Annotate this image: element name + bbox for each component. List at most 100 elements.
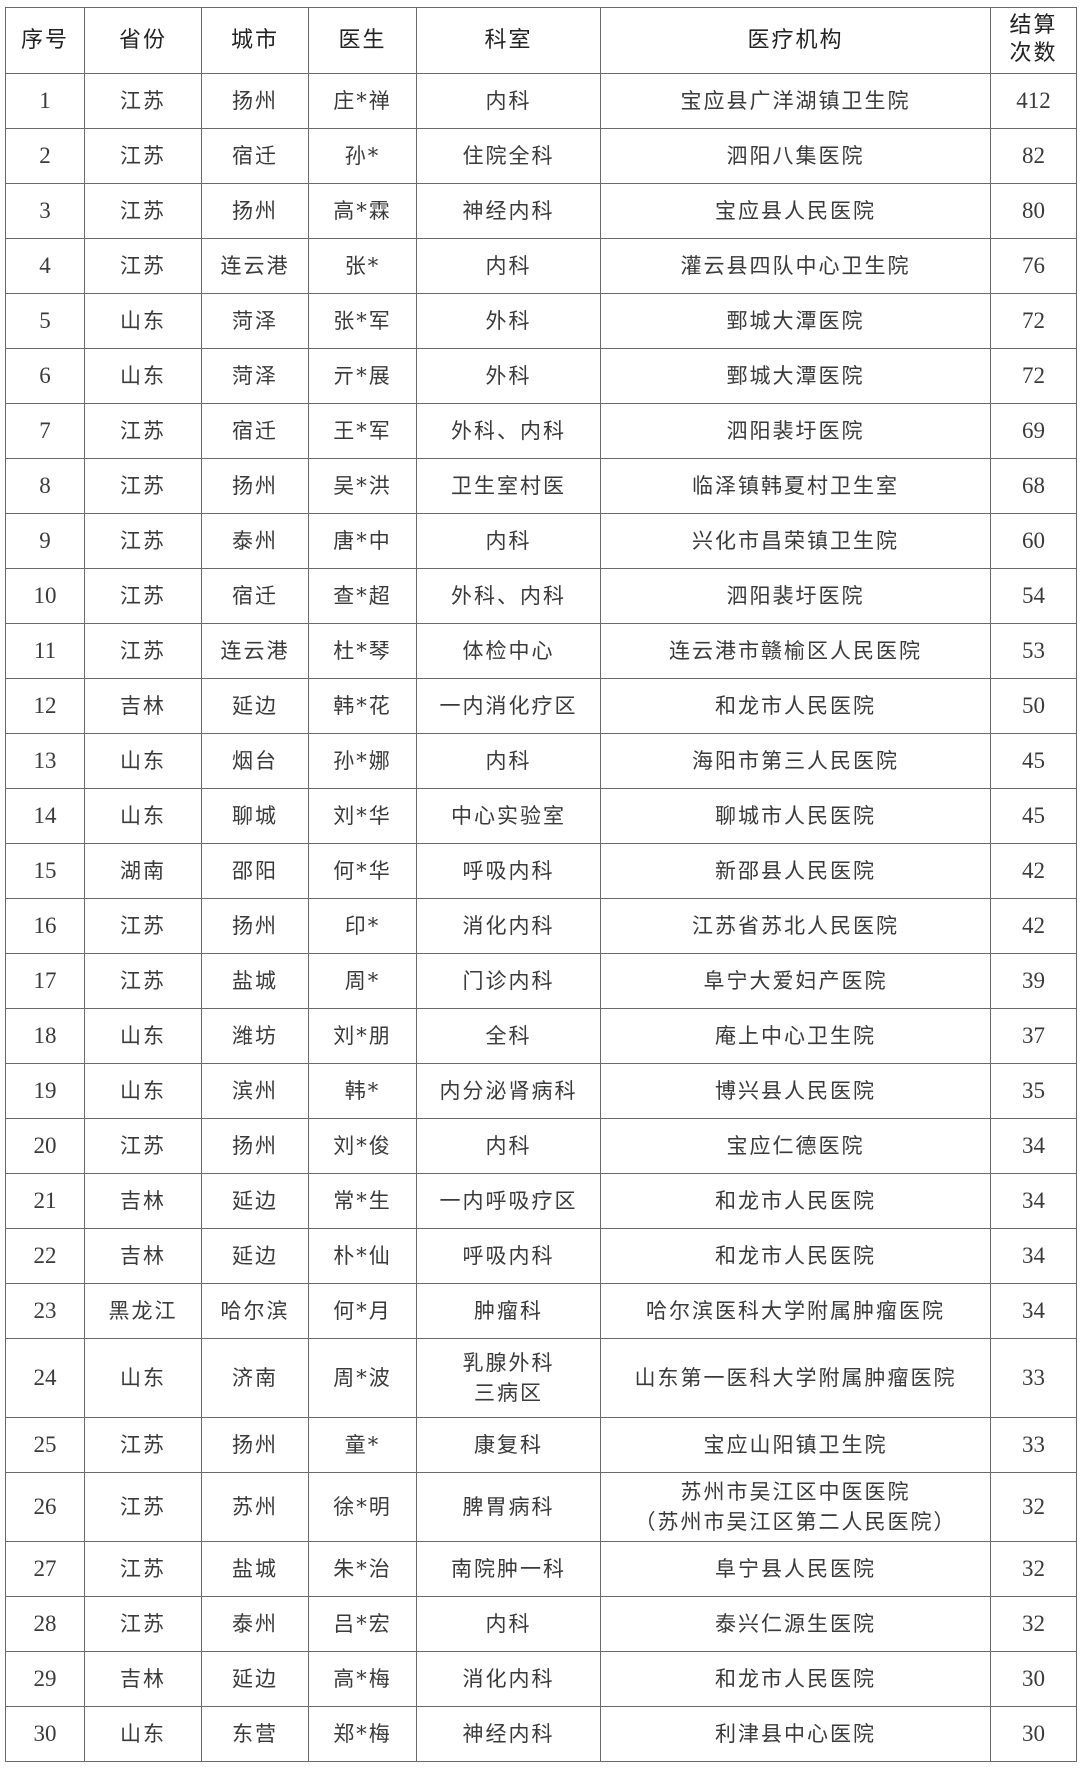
cell-col-index: 21: [5, 1173, 85, 1229]
cell-col-count: 68: [990, 458, 1077, 514]
cell-col-count: 32: [990, 1541, 1077, 1597]
cell-col-doctor: 杜*琴: [308, 623, 417, 679]
table-row: 17 江苏 盐城 周* 门诊内科 阜宁大爱妇产医院 39: [5, 953, 1077, 1009]
cell-col-city: 扬州: [201, 1118, 309, 1174]
cell-col-city: 扬州: [201, 73, 309, 129]
cell-col-city: 宿迁: [201, 568, 309, 624]
cell-col-department: 康复科: [416, 1417, 601, 1473]
cell-col-count: 76: [990, 238, 1077, 294]
cell-col-doctor: 徐*明: [308, 1472, 417, 1542]
table-row: 30 山东 东营 郑*梅 神经内科 利津县中心医院 30: [5, 1706, 1077, 1762]
cell-col-city: 宿迁: [201, 128, 309, 184]
cell-col-institution: 新邵县人民医院: [600, 843, 991, 899]
cell-col-count: 33: [990, 1417, 1077, 1473]
cell-col-doctor: 孙*娜: [308, 733, 417, 789]
cell-col-city: 邵阳: [201, 843, 309, 899]
cell-col-province: 江苏: [84, 898, 202, 954]
cell-col-institution: 山东第一医科大学附属肿瘤医院: [600, 1338, 991, 1418]
cell-col-count: 30: [990, 1706, 1077, 1762]
cell-col-doctor: 张*: [308, 238, 417, 294]
cell-col-doctor: 韩*花: [308, 678, 417, 734]
header-row: 序号 省份 城市 医生 科室 医疗机构 结算次数: [5, 7, 1077, 74]
table-row: 6 山东 菏泽 亓*展 外科 鄄城大潭医院 72: [5, 348, 1077, 404]
table-row: 5 山东 菏泽 张*军 外科 鄄城大潭医院 72: [5, 293, 1077, 349]
cell-col-department: 内科: [416, 1596, 601, 1652]
cell-col-count: 69: [990, 403, 1077, 459]
cell-col-province: 江苏: [84, 1541, 202, 1597]
cell-col-index: 8: [5, 458, 85, 514]
cell-col-index: 25: [5, 1417, 85, 1473]
cell-col-doctor: 刘*朋: [308, 1008, 417, 1064]
cell-col-province: 山东: [84, 1008, 202, 1064]
cell-col-institution: 鄄城大潭医院: [600, 293, 991, 349]
cell-col-institution: 宝应山阳镇卫生院: [600, 1417, 991, 1473]
cell-col-institution: 宝应县人民医院: [600, 183, 991, 239]
cell-col-doctor: 刘*俊: [308, 1118, 417, 1174]
cell-col-doctor: 童*: [308, 1417, 417, 1473]
cell-col-city: 扬州: [201, 458, 309, 514]
cell-col-city: 哈尔滨: [201, 1283, 309, 1339]
cell-col-institution: 和龙市人民医院: [600, 1228, 991, 1284]
cell-col-count: 45: [990, 788, 1077, 844]
cell-col-count: 33: [990, 1338, 1077, 1418]
cell-col-institution: 阜宁县人民医院: [600, 1541, 991, 1597]
table-row: 2 江苏 宿迁 孙* 住院全科 泗阳八集医院 82: [5, 128, 1077, 184]
doctor-settlement-table: 序号 省份 城市 医生 科室 医疗机构 结算次数 1 江苏 扬州 庄*禅 内科 宝应县广洋湖镇卫生院 4…: [5, 7, 1077, 1762]
cell-col-index: 30: [5, 1706, 85, 1762]
cell-col-doctor: 孙*: [308, 128, 417, 184]
cell-col-city: 连云港: [201, 623, 309, 679]
cell-col-doctor: 刘*华: [308, 788, 417, 844]
cell-col-department: 消化内科: [416, 898, 601, 954]
cell-col-province: 湖南: [84, 843, 202, 899]
table-row: 12 吉林 延边 韩*花 一内消化疗区 和龙市人民医院 50: [5, 678, 1077, 734]
cell-col-province: 山东: [84, 1338, 202, 1418]
cell-col-department: 中心实验室: [416, 788, 601, 844]
cell-col-index: 9: [5, 513, 85, 569]
cell-col-doctor: 高*梅: [308, 1651, 417, 1707]
header-count-label: 结算次数: [1009, 13, 1058, 66]
cell-col-doctor: 王*军: [308, 403, 417, 459]
table-row: 19 山东 滨州 韩* 内分泌肾病科 博兴县人民医院 35: [5, 1063, 1077, 1119]
cell-col-city: 苏州: [201, 1472, 309, 1542]
cell-col-index: 15: [5, 843, 85, 899]
cell-col-index: 22: [5, 1228, 85, 1284]
cell-col-doctor: 唐*中: [308, 513, 417, 569]
cell-col-department: 内科: [416, 1118, 601, 1174]
cell-col-province: 江苏: [84, 1417, 202, 1473]
cell-col-department: 呼吸内科: [416, 843, 601, 899]
cell-col-department: 全科: [416, 1008, 601, 1064]
cell-col-province: 江苏: [84, 73, 202, 129]
cell-col-index: 12: [5, 678, 85, 734]
cell-col-province: 江苏: [84, 953, 202, 1009]
cell-col-province: 黑龙江: [84, 1283, 202, 1339]
table-row: 11 江苏 连云港 杜*琴 体检中心 连云港市赣榆区人民医院 53: [5, 623, 1077, 679]
cell-col-institution: 博兴县人民医院: [600, 1063, 991, 1119]
cell-col-institution: 阜宁大爱妇产医院: [600, 953, 991, 1009]
table-row: 7 江苏 宿迁 王*军 外科、内科 泗阳裴圩医院 69: [5, 403, 1077, 459]
table-row: 13 山东 烟台 孙*娜 内科 海阳市第三人民医院 45: [5, 733, 1077, 789]
cell-col-institution: 江苏省苏北人民医院: [600, 898, 991, 954]
cell-col-province: 吉林: [84, 678, 202, 734]
cell-col-province: 江苏: [84, 458, 202, 514]
cell-col-city: 扬州: [201, 898, 309, 954]
cell-col-province: 吉林: [84, 1651, 202, 1707]
cell-col-institution: 聊城市人民医院: [600, 788, 991, 844]
cell-col-department: 神经内科: [416, 1706, 601, 1762]
table-row: 18 山东 潍坊 刘*朋 全科 庵上中心卫生院 37: [5, 1008, 1077, 1064]
cell-col-institution: 利津县中心医院: [600, 1706, 991, 1762]
cell-col-institution: 哈尔滨医科大学附属肿瘤医院: [600, 1283, 991, 1339]
cell-col-city: 盐城: [201, 953, 309, 1009]
cell-col-province: 山东: [84, 348, 202, 404]
cell-col-doctor: 朴*仙: [308, 1228, 417, 1284]
cell-col-institution: 连云港市赣榆区人民医院: [600, 623, 991, 679]
cell-col-department: 南院肿一科: [416, 1541, 601, 1597]
table-row: 22 吉林 延边 朴*仙 呼吸内科 和龙市人民医院 34: [5, 1228, 1077, 1284]
cell-col-institution: 宝应县广洋湖镇卫生院: [600, 73, 991, 129]
cell-col-institution: 泗阳裴圩医院: [600, 403, 991, 459]
cell-col-city: 连云港: [201, 238, 309, 294]
cell-col-institution: 泰兴仁源生医院: [600, 1596, 991, 1652]
cell-col-department: 神经内科: [416, 183, 601, 239]
cell-col-province: 江苏: [84, 403, 202, 459]
header-col-department: 科室: [416, 7, 601, 74]
table-row: 1 江苏 扬州 庄*禅 内科 宝应县广洋湖镇卫生院 412: [5, 73, 1077, 129]
